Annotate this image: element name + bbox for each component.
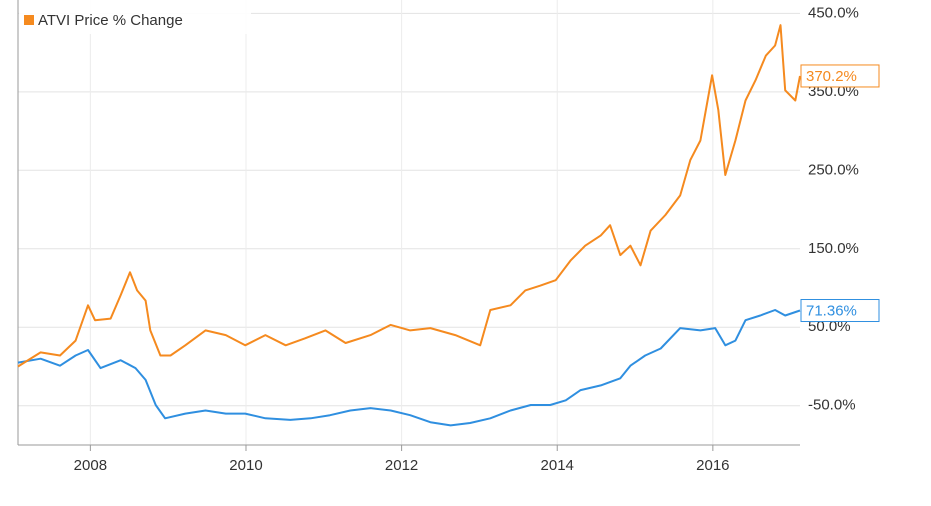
y-tick-label: 250.0% [808,161,859,178]
y-tick-label: -50.0% [808,397,856,414]
x-tick-label: 2008 [74,457,107,474]
line [17,24,801,368]
line [17,309,801,427]
y-tick-label: 450.0% [808,4,859,21]
x-tick-label: 2014 [541,457,574,474]
x-tick-label: 2010 [229,457,262,474]
legend-label: ATVI Price % Change [38,12,183,29]
legend-swatch [24,15,34,25]
x-tick-label: 2016 [696,457,729,474]
legend-box [19,0,251,34]
value-label-box [800,299,880,323]
y-tick-label: 150.0% [808,240,859,257]
value-label: 71.36% [806,302,857,319]
y-tick-label: 50.0% [808,318,851,335]
value-label: 370.2% [806,68,857,85]
value-label-box [800,64,880,88]
x-tick-label: 2012 [385,457,418,474]
